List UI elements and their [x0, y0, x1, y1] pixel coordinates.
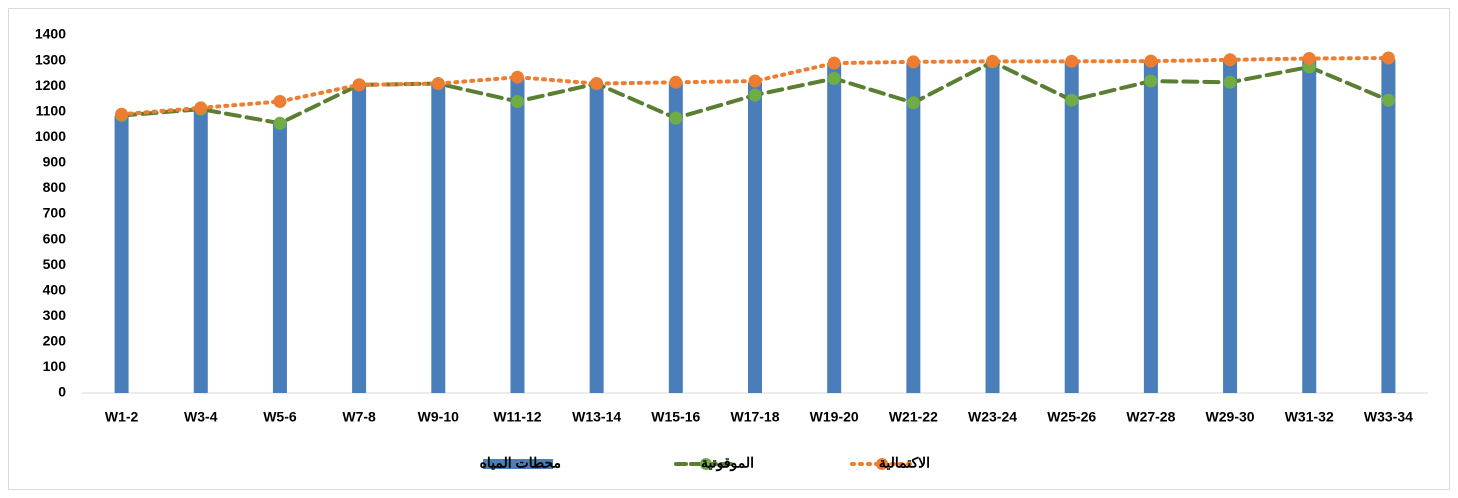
- y-tick-label: 0: [58, 384, 66, 400]
- legend-marker: [700, 458, 712, 470]
- legend-marker: [876, 458, 888, 470]
- legend-label: الاكتمالية: [879, 455, 930, 471]
- marker: [1223, 53, 1237, 67]
- bar: [510, 78, 525, 393]
- x-tick-label: W31-32: [1285, 409, 1334, 425]
- legend-label: محطات المياه: [480, 455, 561, 471]
- x-tick-label: W15-16: [651, 409, 700, 425]
- x-tick-label: W13-14: [572, 409, 621, 425]
- marker: [590, 77, 604, 91]
- bar: [906, 63, 921, 393]
- x-tick-label: W25-26: [1047, 409, 1096, 425]
- marker: [115, 107, 129, 121]
- y-tick-label: 400: [43, 281, 67, 297]
- legend-swatch: [483, 459, 553, 469]
- bar: [668, 83, 683, 393]
- marker: [748, 88, 762, 102]
- x-tick-label: W3-4: [184, 409, 218, 425]
- bar: [352, 86, 367, 394]
- bar: [431, 84, 446, 393]
- bar: [193, 109, 208, 394]
- x-tick-label: W17-18: [730, 409, 779, 425]
- y-tick-label: 1200: [35, 77, 66, 93]
- y-tick-label: 1000: [35, 128, 66, 144]
- marker: [986, 54, 1000, 68]
- y-tick-label: 100: [43, 358, 67, 374]
- marker: [669, 75, 683, 89]
- marker: [827, 71, 841, 85]
- marker: [1381, 93, 1395, 107]
- marker: [1302, 52, 1316, 66]
- bar: [272, 121, 287, 393]
- bar: [1302, 59, 1317, 394]
- y-tick-label: 700: [43, 205, 67, 221]
- bar: [589, 84, 604, 393]
- x-tick-label: W11-12: [493, 409, 541, 425]
- bar: [985, 61, 1000, 393]
- y-tick-label: 1100: [36, 102, 67, 118]
- marker: [194, 101, 208, 115]
- y-tick-label: 900: [43, 154, 67, 170]
- x-tick-label: W1-2: [105, 409, 139, 425]
- x-tick-label: W33-34: [1364, 409, 1413, 425]
- marker: [906, 55, 920, 69]
- bar: [827, 63, 842, 393]
- y-tick-label: 800: [43, 179, 67, 195]
- marker: [1144, 54, 1158, 68]
- marker: [906, 96, 920, 110]
- bar: [1223, 60, 1238, 393]
- y-tick-label: 500: [43, 256, 67, 272]
- bar: [1064, 61, 1079, 393]
- y-tick-label: 600: [43, 230, 67, 246]
- bar: [1381, 59, 1396, 394]
- x-tick-label: W27-28: [1126, 409, 1175, 425]
- chart-frame: [8, 8, 1450, 490]
- marker: [748, 74, 762, 88]
- marker: [1223, 75, 1237, 89]
- x-tick-label: W7-8: [342, 409, 376, 425]
- y-tick-label: 1400: [35, 26, 66, 42]
- x-tick-label: W29-30: [1206, 409, 1255, 425]
- x-tick-label: W9-10: [418, 409, 459, 425]
- marker: [1065, 54, 1079, 68]
- y-tick-label: 300: [43, 307, 67, 323]
- marker: [1381, 51, 1395, 65]
- bar: [748, 82, 762, 394]
- y-tick-label: 200: [43, 333, 67, 349]
- marker: [669, 111, 683, 125]
- marker: [827, 56, 841, 70]
- marker: [510, 70, 524, 84]
- marker: [431, 77, 445, 91]
- y-tick-label: 1300: [35, 51, 66, 67]
- x-tick-label: W23-24: [968, 409, 1017, 425]
- marker: [510, 94, 524, 108]
- marker: [352, 78, 366, 92]
- legend-label: الموقوتية: [701, 455, 754, 472]
- x-tick-label: W5-6: [263, 409, 297, 425]
- x-tick-label: W21-22: [889, 409, 938, 425]
- bar: [114, 115, 129, 394]
- bar: [1143, 61, 1158, 393]
- marker: [273, 116, 287, 130]
- marker: [273, 94, 287, 108]
- x-tick-label: W19-20: [810, 409, 859, 425]
- marker: [1065, 93, 1079, 107]
- marker: [1144, 74, 1158, 88]
